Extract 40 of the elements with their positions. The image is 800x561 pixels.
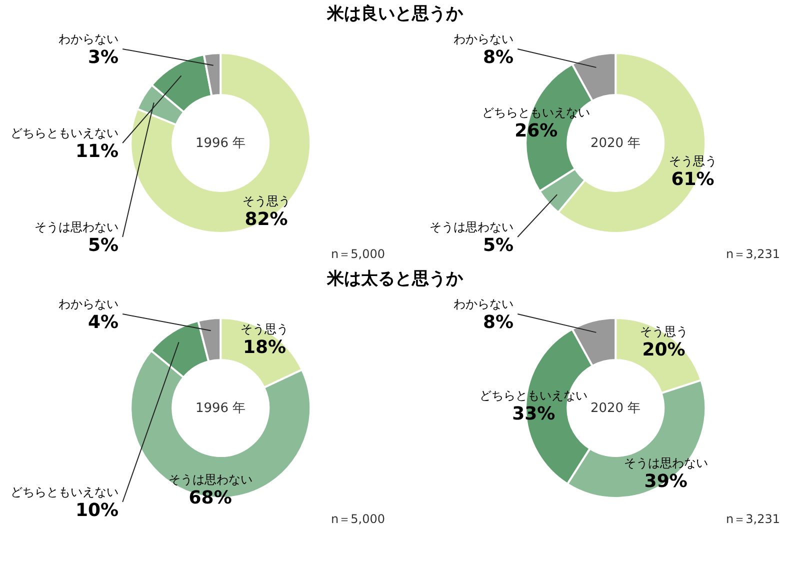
slice-label: どちらともいえない [482,106,590,120]
slice-label: そうは思わない [34,220,119,234]
data-label: 5% [88,235,119,256]
text: n＝3,231 [726,247,780,261]
text: n＝5,000 [331,512,385,526]
text: 2020 年 [590,401,641,416]
text: 1996 年 [195,136,246,151]
slice-label: そう思う [640,324,688,339]
data-label: 8% [483,47,514,68]
text: n＝5,000 [331,247,385,261]
slice-label: わからない [58,297,119,311]
slice-label: そう思う [668,154,717,168]
slice-label: そうは思わない [430,220,514,234]
data-label: 82% [244,209,288,230]
slice-label: どちらともいえない [10,126,119,140]
slice-label: どちらともいえない [10,485,119,499]
text: 米は太ると思うか [326,269,464,289]
text: 2020 年 [590,136,641,151]
data-label: 11% [76,141,119,162]
data-label: 8% [483,312,514,333]
data-label: 68% [188,487,232,508]
slice-label: わからない [58,32,119,46]
slice-label: わからない [454,297,514,311]
data-label: 4% [88,312,119,333]
slice-label: わからない [454,32,514,46]
data-label: 5% [483,235,514,256]
data-label: 61% [671,168,714,190]
slice-label: そう思う [242,194,290,208]
text: 米は良いと思うか [326,4,464,24]
slice-label: そう思う [240,322,289,336]
slice-label: そうは思わない [624,456,708,470]
text: n＝3,231 [726,512,780,526]
text: 1996 年 [195,401,246,416]
donut-slice [130,52,312,234]
data-label: 18% [242,336,286,358]
data-label: 3% [88,47,119,68]
data-label: 20% [642,340,686,361]
data-label: 10% [76,500,119,521]
slice-label: そうは思わない [168,472,252,486]
data-label: 39% [644,470,688,492]
